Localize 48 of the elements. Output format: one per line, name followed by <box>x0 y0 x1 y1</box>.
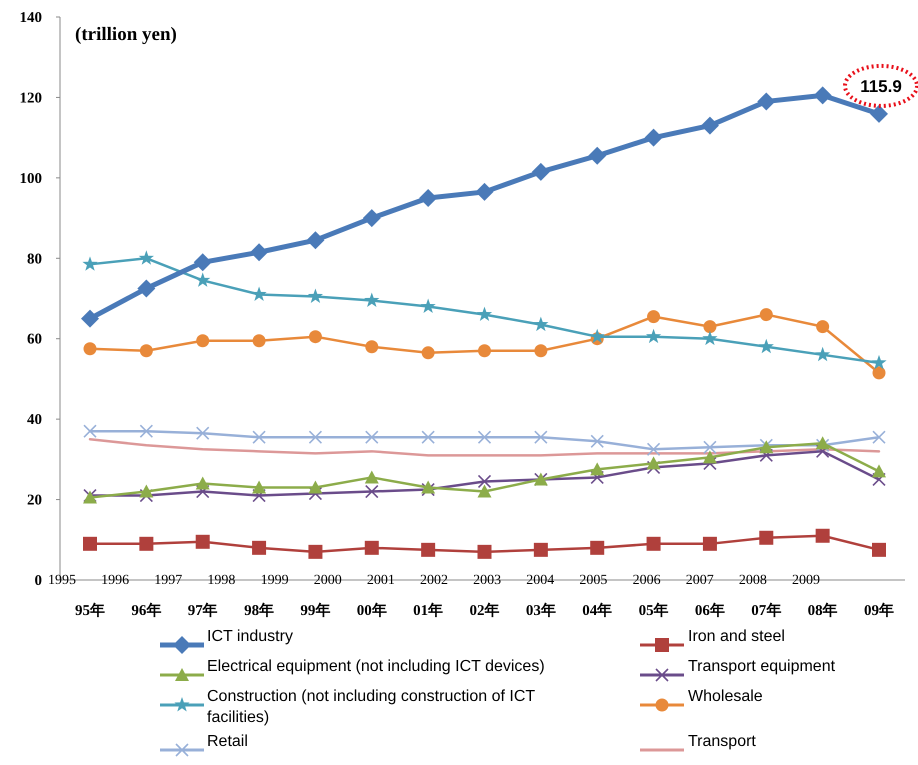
x-tick-label: 08年 <box>808 602 838 619</box>
annotation: 2006 <box>632 573 661 588</box>
x-tick-label: 97年 <box>188 602 218 619</box>
x-tick-label: 00年 <box>356 602 387 619</box>
y-tick-label: 20 <box>27 492 42 509</box>
legend-label: Electrical equipment (not including ICT devices) <box>207 658 545 675</box>
y-tick-label: 140 <box>20 10 42 26</box>
annotation: 2004 <box>526 573 554 588</box>
y-tick-label: 60 <box>27 332 42 348</box>
x-tick-label: 95年 <box>75 602 105 619</box>
legend-label: Construction (not including construction of ICT facilities) <box>207 688 536 726</box>
annotation: 1995 <box>48 573 76 588</box>
x-tick-label: 05年 <box>638 602 669 619</box>
x-tick-label: 07年 <box>751 602 782 619</box>
annotation: 1997 <box>154 573 182 588</box>
x-tick-label: 96年 <box>131 602 162 619</box>
x-tick-label: 99年 <box>300 602 330 619</box>
y-tick-label: 40 <box>27 412 42 428</box>
legend-label: Iron and steel <box>688 628 785 645</box>
legend-label: Transport <box>688 733 756 750</box>
annotation: 2002 <box>420 573 448 588</box>
annotation: 2008 <box>738 573 767 588</box>
annotation: 2005 <box>579 573 608 588</box>
annotation: 1996 <box>101 573 130 588</box>
annotation: 2003 <box>473 573 502 588</box>
annotation: 2000 <box>314 573 342 588</box>
annotation: 2001 <box>366 573 395 588</box>
annotation: 115.9 <box>860 76 902 96</box>
x-tick-label: 04年 <box>582 602 612 619</box>
legend-label: Wholesale <box>688 688 763 705</box>
annotation: 2009 <box>792 573 820 588</box>
legend-label: Transport equipment <box>688 658 836 675</box>
legend-label: ICT industry <box>207 628 293 645</box>
y-tick-label: 120 <box>20 90 42 106</box>
annotation: 1998 <box>207 573 236 588</box>
y-axis-title: (trillion yen) <box>75 24 177 45</box>
x-tick-label: 09年 <box>864 602 894 619</box>
x-tick-label: 03年 <box>526 602 556 619</box>
annotation: 2007 <box>686 573 714 588</box>
annotation: 1999 <box>260 573 289 588</box>
y-tick-label: 100 <box>20 170 42 187</box>
y-tick-label: 0 <box>34 573 42 589</box>
y-tick-label: 80 <box>27 251 42 268</box>
x-tick-label: 02年 <box>470 602 500 619</box>
x-tick-label: 98年 <box>244 602 274 619</box>
x-tick-label: 01年 <box>413 602 444 619</box>
x-tick-label: 06年 <box>694 602 725 619</box>
legend-label: Retail <box>207 733 248 750</box>
